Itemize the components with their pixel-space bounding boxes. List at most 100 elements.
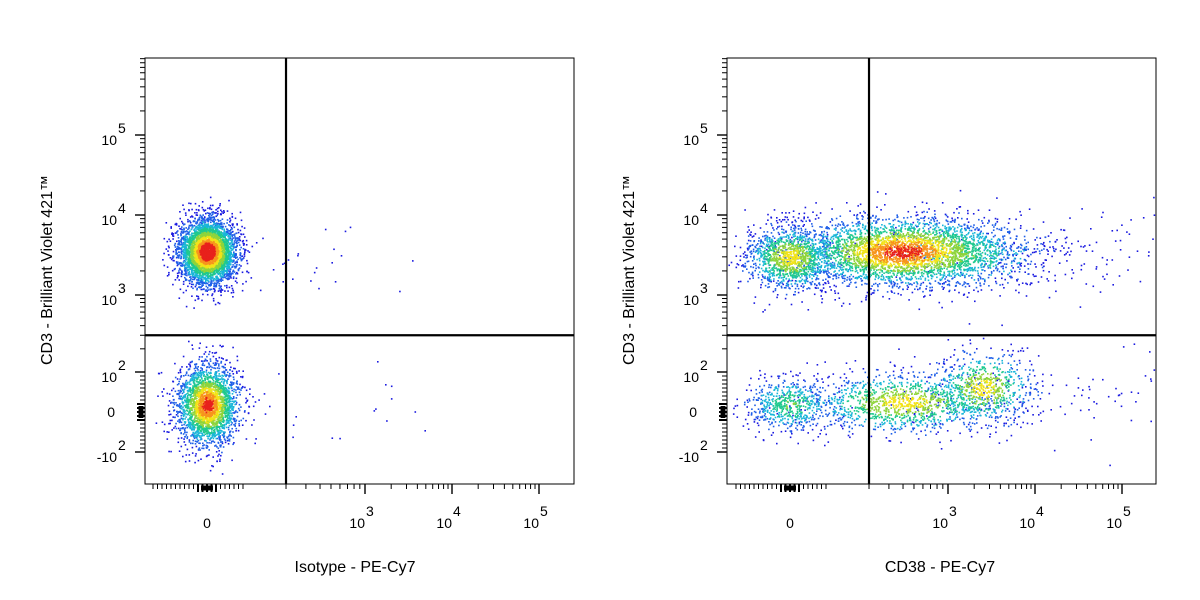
- event-dot: [315, 267, 318, 269]
- event-dot: [203, 382, 205, 384]
- event-dot: [215, 223, 217, 225]
- event-dot: [182, 408, 185, 411]
- event-dot: [180, 244, 182, 246]
- event-dot: [215, 212, 217, 214]
- event-dot: [184, 246, 187, 248]
- event-dot: [187, 418, 190, 421]
- event-dot: [198, 279, 201, 282]
- event-dot: [219, 429, 221, 431]
- event-dot: [184, 262, 187, 265]
- event-dot: [238, 403, 241, 406]
- event-dot: [203, 421, 205, 423]
- event-dot: [194, 234, 196, 236]
- event-dot: [195, 363, 198, 365]
- event-dot: [193, 373, 195, 375]
- event-dot: [167, 245, 170, 248]
- event-dot: [220, 360, 223, 363]
- event-dot: [192, 374, 194, 377]
- event-dot: [190, 286, 193, 288]
- event-dot: [188, 272, 191, 274]
- event-dot: [199, 214, 202, 217]
- event-dot: [225, 401, 227, 403]
- event-dot: [202, 444, 204, 447]
- event-dot: [221, 377, 223, 379]
- event-dot: [235, 265, 238, 267]
- event-dot: [237, 407, 240, 410]
- event-dot: [232, 409, 234, 411]
- event-dot: [226, 391, 229, 393]
- event-dot: [182, 256, 185, 258]
- event-dot: [235, 389, 237, 391]
- event-dot: [239, 211, 242, 214]
- event-dot: [242, 257, 245, 259]
- event-dot: [196, 263, 199, 265]
- event-dot: [247, 271, 250, 274]
- event-dot: [215, 437, 218, 440]
- event-dot: [192, 379, 194, 381]
- event-dot: [229, 419, 231, 421]
- event-dot: [171, 429, 173, 431]
- event-dot: [228, 246, 230, 248]
- event-dot: [229, 217, 231, 220]
- event-dot: [202, 428, 204, 430]
- event-dot: [163, 237, 166, 240]
- event-dot: [244, 236, 246, 238]
- event-dot: [254, 401, 257, 403]
- event-dot: [211, 421, 213, 424]
- event-dot: [237, 386, 239, 389]
- event-dot: [208, 353, 210, 356]
- event-dot: [229, 237, 232, 240]
- event-dot: [173, 398, 175, 401]
- event-dot: [219, 444, 221, 447]
- event-dot: [228, 242, 231, 244]
- event-dot: [232, 272, 234, 275]
- event-dot: [233, 442, 235, 444]
- event-dot: [194, 372, 196, 375]
- event-dot: [218, 436, 220, 438]
- event-dot: [178, 397, 180, 400]
- event-dot: [186, 233, 189, 235]
- event-dot: [212, 345, 214, 347]
- event-dot: [217, 226, 220, 228]
- event-dot: [220, 403, 222, 406]
- event-dot: [199, 226, 202, 228]
- event-dot: [195, 415, 197, 417]
- event-dot: [177, 393, 179, 395]
- event-dot: [212, 236, 215, 239]
- event-dot: [246, 400, 248, 402]
- event-dot: [172, 380, 175, 383]
- event-dot: [213, 223, 215, 226]
- event-dot: [218, 284, 220, 287]
- event-dot: [175, 250, 178, 252]
- event-dot: [185, 270, 187, 273]
- event-dot: [202, 442, 204, 445]
- event-dot: [226, 231, 229, 234]
- event-dot: [182, 402, 184, 405]
- event-dot: [200, 227, 202, 229]
- event-dot: [236, 240, 238, 243]
- event-dot: [188, 224, 191, 227]
- event-dot: [259, 289, 262, 292]
- event-dot: [222, 435, 225, 438]
- event-dot: [214, 382, 216, 385]
- event-dot: [181, 226, 183, 228]
- event-dot: [202, 275, 204, 277]
- event-dot: [177, 372, 180, 374]
- event-dot: [191, 377, 193, 379]
- event-dot: [181, 397, 184, 400]
- event-dot: [180, 241, 183, 244]
- event-dot: [238, 264, 241, 266]
- event-dot: [188, 209, 190, 211]
- event-dot: [178, 257, 180, 259]
- event-dot: [200, 288, 203, 291]
- event-dot: [173, 244, 176, 247]
- event-dot: [200, 438, 203, 440]
- event-dot: [182, 415, 185, 418]
- event-dot: [241, 375, 244, 378]
- event-dot: [228, 286, 231, 289]
- event-dot: [177, 237, 180, 239]
- event-dot: [196, 397, 198, 400]
- event-dot: [184, 422, 186, 424]
- event-dot: [228, 392, 231, 395]
- event-dot: [232, 270, 235, 272]
